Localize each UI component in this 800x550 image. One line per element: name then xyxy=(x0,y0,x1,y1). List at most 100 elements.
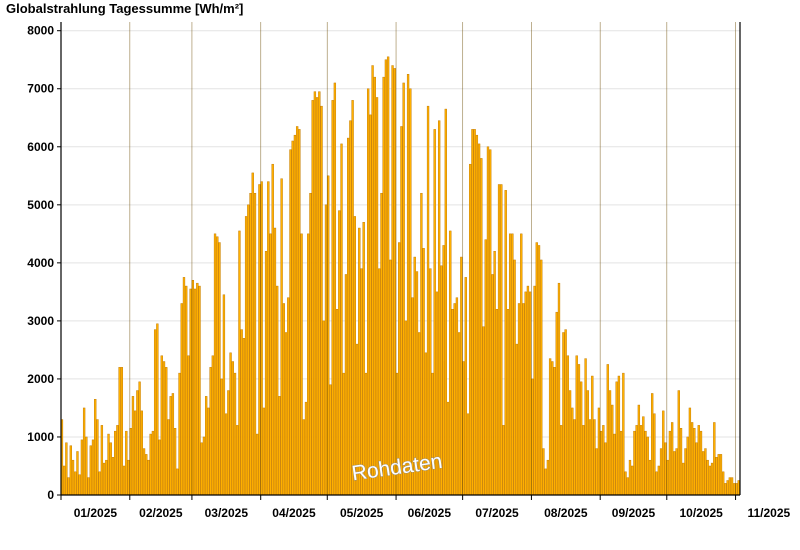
bar xyxy=(258,184,261,496)
bar xyxy=(699,430,703,496)
bar xyxy=(169,396,172,496)
bar xyxy=(586,390,589,496)
bar xyxy=(639,425,643,496)
bar xyxy=(442,245,445,496)
bar xyxy=(100,425,104,496)
bar xyxy=(351,100,354,496)
bar xyxy=(280,178,283,496)
bar xyxy=(646,436,649,496)
bar xyxy=(335,309,339,496)
bar xyxy=(420,192,423,496)
bar xyxy=(147,459,150,496)
x-tick-label: 04/2025 xyxy=(272,506,316,520)
bar xyxy=(444,108,447,496)
bar xyxy=(540,259,543,496)
bar xyxy=(624,471,627,496)
bar xyxy=(165,367,168,496)
bar xyxy=(409,88,412,496)
bar xyxy=(82,407,86,496)
bar xyxy=(222,294,226,496)
y-tick-label: 8000 xyxy=(27,24,54,38)
bar xyxy=(464,277,467,496)
bar xyxy=(455,297,459,496)
bar xyxy=(353,216,356,496)
bar xyxy=(218,242,221,496)
bar xyxy=(109,442,112,496)
bar xyxy=(311,100,314,496)
bar xyxy=(557,282,561,496)
bar xyxy=(209,367,212,496)
bar xyxy=(675,448,678,496)
y-tick-label: 3000 xyxy=(27,314,54,328)
bar xyxy=(284,332,288,496)
bar xyxy=(602,425,605,496)
bar xyxy=(300,233,303,496)
y-tick-label: 5000 xyxy=(27,198,54,212)
y-tick-label: 7000 xyxy=(27,82,54,96)
bar xyxy=(662,410,665,496)
bar xyxy=(537,245,541,496)
bar xyxy=(74,471,77,496)
bar xyxy=(238,230,241,496)
bar xyxy=(619,430,623,496)
bar xyxy=(98,471,101,496)
bar xyxy=(457,332,461,496)
y-tick-label: 1000 xyxy=(27,430,54,444)
bar xyxy=(76,451,79,496)
bar xyxy=(506,309,510,496)
y-tick-label: 6000 xyxy=(27,140,54,154)
bar xyxy=(571,407,574,496)
bar xyxy=(67,477,70,496)
bar xyxy=(715,457,718,496)
bar xyxy=(548,358,552,496)
bar xyxy=(91,439,95,496)
bar xyxy=(114,430,117,496)
month-separators xyxy=(129,22,736,495)
bar xyxy=(533,285,536,496)
bar xyxy=(500,184,503,496)
bar xyxy=(153,329,157,496)
bar xyxy=(564,329,567,496)
x-tick-label: 11/2025 xyxy=(747,506,790,520)
bar xyxy=(528,291,532,496)
bar xyxy=(342,372,345,496)
y-tick-label: 4000 xyxy=(27,256,54,270)
bar xyxy=(136,390,139,496)
bar xyxy=(580,381,583,496)
bar xyxy=(333,82,337,496)
bar xyxy=(393,68,396,496)
bar xyxy=(313,91,317,496)
bar xyxy=(304,401,308,496)
bar xyxy=(702,451,705,496)
bar xyxy=(253,192,257,496)
bar xyxy=(406,74,410,496)
bar xyxy=(497,184,501,496)
bar xyxy=(309,192,312,496)
bar xyxy=(544,468,547,496)
bar xyxy=(156,323,159,496)
bar xyxy=(291,140,294,496)
bar xyxy=(597,407,601,496)
bar xyxy=(171,393,175,496)
bar xyxy=(213,233,217,496)
bar xyxy=(635,425,638,496)
bar xyxy=(140,410,143,496)
bar xyxy=(211,355,214,496)
bar xyxy=(366,88,370,496)
bar xyxy=(526,285,530,496)
bar xyxy=(289,149,292,496)
bar xyxy=(637,404,641,496)
bar xyxy=(220,378,223,496)
bar xyxy=(520,233,523,496)
x-tick-label: 07/2025 xyxy=(475,506,519,520)
bar xyxy=(606,364,609,496)
bar xyxy=(298,129,301,496)
bar xyxy=(151,430,155,496)
bar xyxy=(207,407,210,496)
bar xyxy=(615,381,618,496)
bar xyxy=(267,181,270,496)
bar xyxy=(651,393,654,496)
bar xyxy=(542,448,545,496)
bar xyxy=(282,303,285,496)
